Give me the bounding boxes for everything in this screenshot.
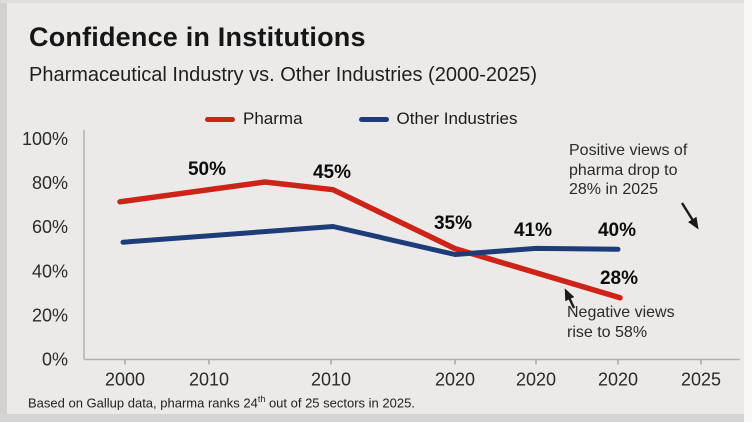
x-tick-label: 2010 <box>189 370 229 390</box>
annotation-arrow-negative <box>564 288 576 309</box>
x-tick-label: 2020 <box>435 370 475 390</box>
annotation-negative-line1: Negative views <box>567 304 675 321</box>
other-industries-line-swatch-icon <box>358 116 389 122</box>
footnote-superscript: th <box>257 394 266 404</box>
pharma-line-swatch-icon <box>205 116 235 122</box>
frame-edge-right <box>744 0 752 422</box>
annotation-positive-line2: pharma drop to <box>569 161 678 179</box>
frame-edge-top <box>0 0 752 3</box>
annotation-arrow-positive <box>680 202 699 230</box>
page-subtitle: Pharmaceutical Industry vs. Other Indust… <box>29 64 538 86</box>
legend-label-other-industries: Other Industries <box>396 109 518 128</box>
data-point-label: 35% <box>434 213 472 234</box>
annotation-positive-views: Positive views of pharma drop to 28% in … <box>569 141 719 200</box>
y-tick-label: 20% <box>32 305 68 325</box>
footnote-text: Based on Gallup data, pharma ranks 24 <box>28 395 258 411</box>
page-title: Confidence in Institutions <box>29 22 366 52</box>
frame-edge-bottom <box>0 414 752 422</box>
data-point-label: 50% <box>188 159 226 180</box>
other-industries-line <box>120 224 621 257</box>
chart-legend: Pharma Other Industries <box>205 109 517 129</box>
data-point-label: 40% <box>598 220 636 241</box>
legend-label-pharma: Pharma <box>243 109 303 128</box>
data-point-label: 41% <box>514 220 552 241</box>
legend-item-other-industries: Other Industries <box>358 109 518 129</box>
frame-edge-left <box>0 0 7 422</box>
y-tick-label: 40% <box>32 261 68 281</box>
annotation-positive-line3: 28% in 2025 <box>569 181 658 199</box>
annotation-negative-line2: rise to 58% <box>567 323 648 341</box>
x-tick-label: 2010 <box>311 370 351 390</box>
x-tick-label: 2020 <box>516 370 556 390</box>
source-footnote: Based on Gallup data, pharma ranks 24th … <box>28 394 415 410</box>
y-tick-label: 60% <box>32 217 68 237</box>
annotation-positive-line1: Positive views of <box>569 142 688 159</box>
x-tick-label: 2020 <box>598 370 638 390</box>
y-tick-label: 80% <box>32 173 68 193</box>
pharma-line <box>117 179 623 301</box>
footnote-text-suffix: out of 25 sectors in 2025. <box>265 395 415 411</box>
y-tick-label: 100% <box>22 129 68 149</box>
x-tick-label: 2025 <box>681 370 721 390</box>
data-point-label: 28% <box>600 268 638 289</box>
y-tick-label: 0% <box>42 350 68 370</box>
legend-item-pharma: Pharma <box>205 109 303 129</box>
annotation-negative-views: Negative views rise to 58% <box>567 303 717 342</box>
data-point-label: 45% <box>313 162 351 183</box>
x-tick-label: 2000 <box>105 370 145 390</box>
